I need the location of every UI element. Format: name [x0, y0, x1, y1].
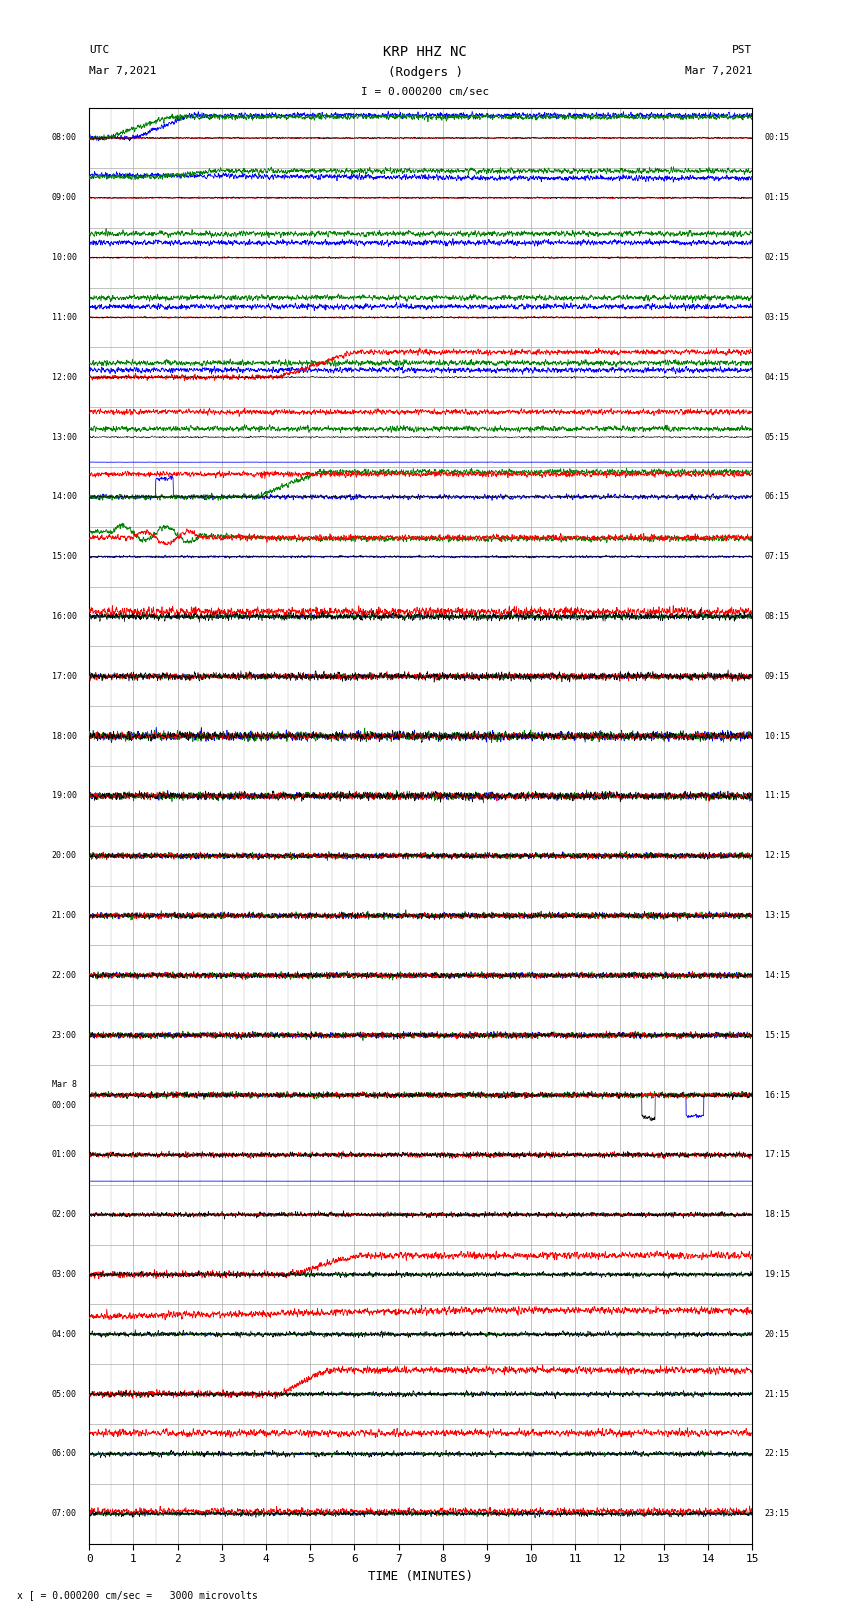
Text: 19:15: 19:15	[765, 1269, 790, 1279]
Text: 14:15: 14:15	[765, 971, 790, 979]
Text: 18:00: 18:00	[52, 732, 76, 740]
X-axis label: TIME (MINUTES): TIME (MINUTES)	[368, 1569, 473, 1582]
Text: 00:00: 00:00	[52, 1102, 76, 1110]
Text: 03:00: 03:00	[52, 1269, 76, 1279]
Text: 01:15: 01:15	[765, 194, 790, 202]
Text: (Rodgers ): (Rodgers )	[388, 66, 462, 79]
Text: 18:15: 18:15	[765, 1210, 790, 1219]
Text: 23:15: 23:15	[765, 1510, 790, 1518]
Text: 09:15: 09:15	[765, 673, 790, 681]
Text: 09:00: 09:00	[52, 194, 76, 202]
Text: 17:15: 17:15	[765, 1150, 790, 1160]
Text: Mar 8: Mar 8	[52, 1079, 76, 1089]
Text: 12:00: 12:00	[52, 373, 76, 382]
Text: 05:15: 05:15	[765, 432, 790, 442]
Text: x [ = 0.000200 cm/sec =   3000 microvolts: x [ = 0.000200 cm/sec = 3000 microvolts	[17, 1590, 258, 1600]
Text: UTC: UTC	[89, 45, 110, 55]
Text: 22:15: 22:15	[765, 1450, 790, 1458]
Text: 06:00: 06:00	[52, 1450, 76, 1458]
Text: 17:00: 17:00	[52, 673, 76, 681]
Text: I = 0.000200 cm/sec: I = 0.000200 cm/sec	[361, 87, 489, 97]
Text: 16:00: 16:00	[52, 611, 76, 621]
Text: 08:15: 08:15	[765, 611, 790, 621]
Text: 11:00: 11:00	[52, 313, 76, 323]
Text: 02:15: 02:15	[765, 253, 790, 261]
Text: 21:00: 21:00	[52, 911, 76, 919]
Text: 10:00: 10:00	[52, 253, 76, 261]
Text: 15:00: 15:00	[52, 552, 76, 561]
Text: 03:15: 03:15	[765, 313, 790, 323]
Text: 11:15: 11:15	[765, 792, 790, 800]
Text: 00:15: 00:15	[765, 134, 790, 142]
Text: 16:15: 16:15	[765, 1090, 790, 1100]
Text: 07:00: 07:00	[52, 1510, 76, 1518]
Text: 14:00: 14:00	[52, 492, 76, 502]
Text: 04:00: 04:00	[52, 1329, 76, 1339]
Text: 23:00: 23:00	[52, 1031, 76, 1040]
Text: 15:15: 15:15	[765, 1031, 790, 1040]
Text: 20:15: 20:15	[765, 1329, 790, 1339]
Text: 07:15: 07:15	[765, 552, 790, 561]
Text: 12:15: 12:15	[765, 852, 790, 860]
Text: 02:00: 02:00	[52, 1210, 76, 1219]
Text: Mar 7,2021: Mar 7,2021	[685, 66, 752, 76]
Text: 22:00: 22:00	[52, 971, 76, 979]
Text: 19:00: 19:00	[52, 792, 76, 800]
Text: 13:00: 13:00	[52, 432, 76, 442]
Text: 05:00: 05:00	[52, 1390, 76, 1398]
Text: 10:15: 10:15	[765, 732, 790, 740]
Text: 04:15: 04:15	[765, 373, 790, 382]
Text: KRP HHZ NC: KRP HHZ NC	[383, 45, 467, 60]
Text: 20:00: 20:00	[52, 852, 76, 860]
Text: 13:15: 13:15	[765, 911, 790, 919]
Text: Mar 7,2021: Mar 7,2021	[89, 66, 156, 76]
Text: 01:00: 01:00	[52, 1150, 76, 1160]
Text: PST: PST	[732, 45, 752, 55]
Text: 21:15: 21:15	[765, 1390, 790, 1398]
Text: 06:15: 06:15	[765, 492, 790, 502]
Text: 08:00: 08:00	[52, 134, 76, 142]
